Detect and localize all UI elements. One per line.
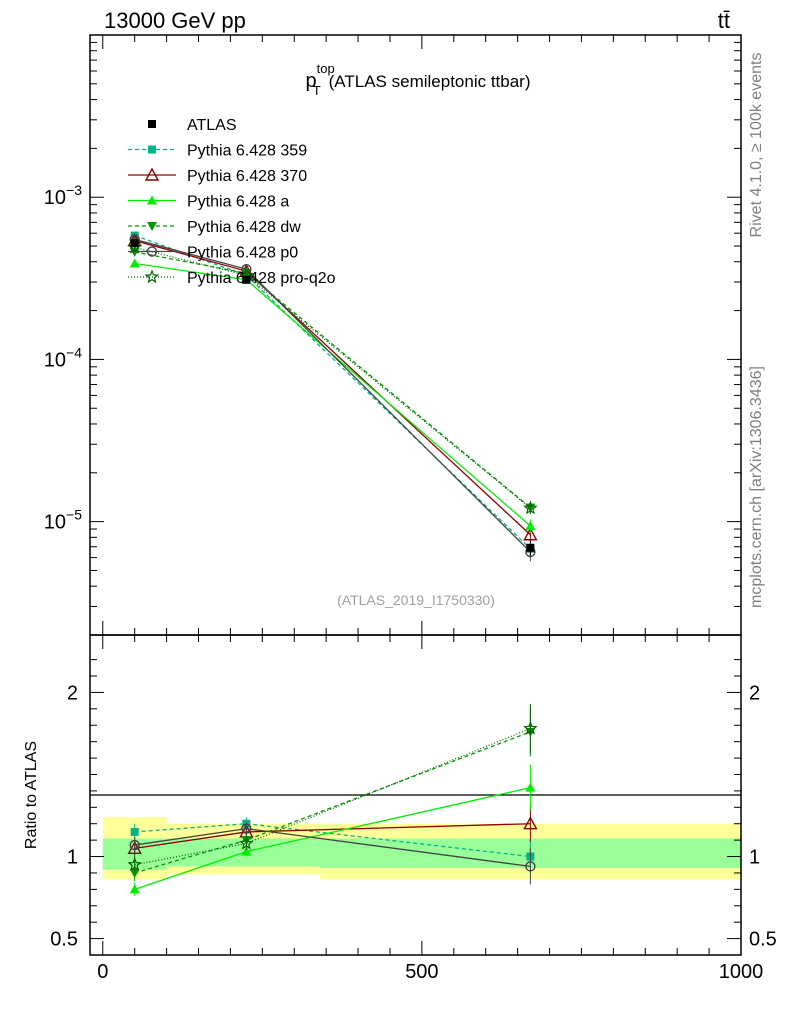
legend-label-p359: Pythia 6.428 359 — [187, 143, 307, 160]
ratio-x-tick-label: 0 — [97, 961, 108, 983]
legend-entry-p370: Pythia 6.428 370 — [128, 167, 307, 185]
ratio-point-pq2o — [523, 720, 538, 735]
ratio-point-pdw — [129, 868, 140, 878]
point-atlas — [130, 239, 139, 248]
rivet-label: Rivet 4.1.0, ≥ 100k events — [748, 53, 765, 238]
point-atlas — [242, 275, 251, 284]
ratio-point-pq2o — [239, 835, 254, 850]
plot-title-rest: (ATLAS semileptonic ttbar) — [329, 72, 531, 91]
main-y-tick-base: 10 — [44, 349, 66, 371]
ratio-y-tick-label-right: 1 — [749, 847, 760, 869]
ratio-y-tick-label-left: 1 — [67, 847, 78, 869]
legend-entry-pq2o: Pythia 6.428 pro-q2o — [128, 269, 336, 287]
legend-marker-pa — [147, 195, 157, 205]
legend-label-p370: Pythia 6.428 370 — [187, 168, 307, 185]
ratio-point-pa — [241, 846, 252, 856]
ratio-series-pa — [129, 764, 536, 896]
ratio-plot-frame — [89, 634, 742, 956]
plot-title: ptop T (ATLAS semileptonic ttbar) — [305, 61, 530, 98]
ratio-point-p370 — [523, 816, 538, 830]
ratio-y-tick-label-left: 2 — [67, 682, 78, 704]
ratio-ylabel: Ratio to ATLAS — [23, 741, 40, 849]
plot-title-sup: top — [317, 61, 335, 76]
legend-label-pq2o: Pythia 6.428 pro-q2o — [187, 270, 336, 287]
point-pq2o — [127, 239, 142, 254]
main-y-tick-exp: −3 — [66, 182, 82, 198]
main-y-tick-label: 10−3 — [44, 182, 82, 209]
main-y-tick-base: 10 — [44, 187, 66, 209]
series-line-pdw — [134, 251, 531, 509]
main-y-tick-base: 10 — [44, 512, 66, 534]
ratio-y-tick-label-right: 2 — [749, 682, 760, 704]
ratio-series — [127, 703, 538, 896]
watermark: (ATLAS_2019_I1750330) — [337, 592, 495, 608]
plot-title-sub: T — [313, 83, 321, 98]
plot-title-main: p — [305, 70, 316, 92]
legend-label-pa: Pythia 6.428 a — [187, 194, 289, 211]
legend-marker-pq2o — [144, 269, 160, 284]
legend: ATLAS Pythia 6.428 359 Pythia 6.428 370 Pyt… — [128, 117, 336, 287]
main-series — [127, 231, 538, 562]
header-right: tt̄ — [718, 8, 730, 33]
legend-label-atlas: ATLAS — [187, 117, 237, 134]
ratio-point-pp0 — [241, 823, 252, 834]
ratio-x-tick-label: 500 — [405, 961, 438, 983]
ratio-line-pdw — [134, 731, 531, 874]
point-pq2o — [523, 500, 538, 515]
ratio-point-p359 — [130, 827, 139, 836]
ratio-point-pp0 — [525, 861, 536, 872]
legend-entry-pa: Pythia 6.428 a — [128, 194, 289, 211]
ratio-point-pa — [525, 782, 536, 792]
ratio-point-pp0 — [129, 839, 140, 851]
legend-entry-p359: Pythia 6.428 359 — [128, 143, 307, 160]
legend-label-pdw: Pythia 6.428 dw — [187, 219, 301, 236]
ratio-x-tick-label: 1000 — [719, 961, 764, 983]
ratio-y-tick-label-left: 0.5 — [50, 929, 78, 951]
ratio-plot: 0.5 0.5 1 1 2 2 0 500 1000 Ratio to ATLAS — [23, 634, 777, 983]
main-y-tick-label: 10−5 — [44, 507, 82, 534]
ratio-axis-ticks: 0.5 0.5 1 1 2 2 0 500 1000 — [50, 635, 777, 983]
legend-marker-pp0 — [146, 246, 158, 257]
legend-entry-atlas: ATLAS — [148, 117, 237, 134]
point-pa — [129, 258, 140, 268]
series-atlas — [130, 239, 535, 556]
series-line-pa — [134, 262, 531, 527]
main-plot: 10−310−410−5 ptop T (ATLAS semileptonic tt… — [44, 34, 742, 636]
main-y-tick-label: 10−4 — [44, 344, 82, 371]
point-atlas — [526, 543, 535, 552]
header-left: 13000 GeV pp — [104, 8, 246, 33]
series-pdw — [129, 247, 536, 514]
ratio-y-tick-label-right: 0.5 — [749, 929, 777, 951]
main-y-tick-exp: −4 — [66, 344, 82, 360]
legend-marker-atlas — [148, 120, 156, 128]
ratio-point-pa — [129, 884, 140, 894]
mcplots-label: mcplots.cern.ch [arXiv:1306.3436] — [748, 366, 765, 608]
legend-entry-pdw: Pythia 6.428 dw — [128, 219, 301, 236]
point-pa — [525, 520, 536, 530]
ratio-point-pq2o — [127, 857, 142, 871]
ratio-line-p359 — [134, 823, 531, 858]
ratio-series-pq2o — [127, 703, 538, 873]
legend-label-pp0: Pythia 6.428 p0 — [187, 245, 298, 262]
main-axis-ticks: 10−310−410−5 — [44, 34, 742, 636]
legend-marker-pdw — [147, 222, 157, 231]
legend-marker-p370 — [144, 167, 160, 181]
ratio-series-pp0 — [129, 822, 536, 885]
main-y-tick-exp: −5 — [66, 507, 82, 523]
series-pa — [129, 258, 536, 534]
legend-entry-pp0: Pythia 6.428 p0 — [128, 245, 298, 262]
point-p370 — [523, 527, 538, 541]
legend-marker-p359 — [148, 145, 156, 154]
